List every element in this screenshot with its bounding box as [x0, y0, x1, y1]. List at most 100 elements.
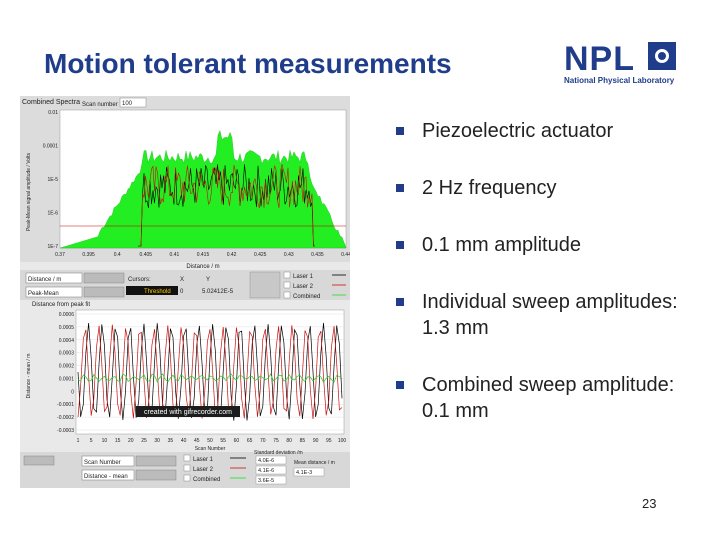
- scan-number-label: Scan number: [82, 102, 118, 108]
- top-chart-ytick: 1E-5: [47, 177, 58, 183]
- top-chart-ytick: 0.01: [48, 110, 58, 116]
- top-chart-xtick: 0.435: [311, 252, 324, 258]
- top-chart-ytick: 1E-7: [47, 244, 58, 250]
- bottom-pan-tools[interactable]: [135, 469, 177, 481]
- bullet-item: 0.1 mm amplitude: [394, 232, 704, 258]
- std-dev-label: Standard deviation /m: [254, 450, 303, 456]
- square-bullet-icon: [396, 298, 404, 306]
- bottom-chart-ytick: 0.0005: [59, 325, 75, 331]
- bottom-chart-xtick: 15: [115, 438, 121, 444]
- bottom-chart-title: Distance from peak fit: [32, 302, 90, 308]
- legend-laser1: Laser 1: [293, 274, 314, 280]
- bullet-item: Combined sweep amplitude: 0.1 mm: [394, 372, 704, 424]
- x-axis-select[interactable]: [25, 272, 83, 284]
- scan-number-value: 100: [122, 101, 133, 107]
- top-chart-yticks: 0.01 0.0001 1E-5 1E-6 1E-7: [43, 110, 59, 250]
- bottom-chart-ytick: 0: [71, 389, 74, 395]
- legend-checkbox[interactable]: [183, 454, 191, 462]
- labview-panel: Combined Spectra Scan number 100 Peak-Me…: [20, 96, 351, 488]
- bottom-chart-ylabel: Distance - mean / m: [26, 354, 32, 399]
- npl-emblem-icon: [648, 42, 676, 70]
- laser2-distance-line: [77, 324, 343, 420]
- bottom-chart-ytick: -0.0003: [57, 428, 74, 434]
- npl-logo: NPL National Physical Laboratory: [556, 38, 680, 88]
- bottom-chart-xtick: 5: [90, 438, 93, 444]
- bottom-chart-xtick: 95: [326, 438, 332, 444]
- legend-checkbox[interactable]: [283, 291, 291, 299]
- bottom-chart-xtick: 35: [168, 438, 174, 444]
- x-axis-select-value: Distance / m: [28, 277, 61, 283]
- pan-tools[interactable]: [83, 286, 125, 298]
- laser1-distance-line: [77, 322, 343, 421]
- top-chart-ylabel: Peak-Mean signal amplitude / Volts: [26, 152, 32, 231]
- std-dev-laser1-field: [255, 455, 287, 465]
- bottom-chart-ytick: 0.0003: [59, 351, 75, 357]
- std-dev-combined: 3.6E-5: [258, 478, 274, 484]
- y-axis-select[interactable]: [25, 286, 83, 298]
- legend-checkbox[interactable]: [183, 464, 191, 472]
- bottom-chart-xtick: 20: [128, 438, 134, 444]
- legend-checkbox[interactable]: [183, 474, 191, 482]
- combined-distance-line: [77, 373, 343, 384]
- bottom-legend-laser2: Laser 2: [193, 467, 214, 473]
- cursors-header-x: X: [180, 277, 184, 283]
- bullet-text: Piezoelectric actuator: [422, 120, 614, 142]
- bottom-chart-xtick: 50: [207, 438, 213, 444]
- mid-legend: Laser 1 Laser 2 Combined: [283, 271, 346, 300]
- bottom-x-select-value: Scan Number: [84, 460, 121, 466]
- bottom-chart-xtick: 40: [181, 438, 187, 444]
- threshold-cursor[interactable]: [126, 286, 178, 295]
- cursors-header-label: Cursors:: [128, 277, 151, 283]
- bottom-chart-xtick: 25: [141, 438, 147, 444]
- square-bullet-icon: [396, 241, 404, 249]
- labview-screenshot: Combined Spectra Scan number 100 Peak-Me…: [20, 96, 351, 488]
- top-chart-xtick: 0.43: [284, 252, 294, 258]
- cursor-move-control[interactable]: [249, 271, 281, 299]
- top-chart-xtick: 0.4: [114, 252, 121, 258]
- square-bullet-icon: [396, 127, 404, 135]
- mean-distance-field: [293, 467, 325, 477]
- graph-tools[interactable]: [23, 455, 55, 466]
- threshold-cursor-label: Threshold: [144, 289, 171, 295]
- bottom-chart-yticks: 0.0006 0.0005 0.0004 0.0003 0.0002 0.0001 0 -0.…: [57, 312, 74, 434]
- bottom-legend-laser1: Laser 1: [193, 457, 214, 463]
- std-dev-laser2: 4.1E-6: [258, 468, 274, 474]
- zoom-tools[interactable]: [83, 272, 125, 284]
- page-number: 23: [642, 496, 657, 511]
- bottom-y-select[interactable]: [81, 469, 135, 481]
- scan-number-field[interactable]: [119, 97, 147, 108]
- bottom-chart-xtick: 55: [220, 438, 226, 444]
- threshold-cursor-y: 5.02412E-5: [202, 289, 234, 295]
- bottom-chart-xtick: 75: [273, 438, 279, 444]
- top-chart-xtick: 0.405: [140, 252, 153, 258]
- cursors-header-y: Y: [206, 277, 210, 283]
- bottom-chart-xtick: 100: [338, 438, 347, 444]
- top-chart-title: Combined Spectra: [22, 99, 80, 106]
- top-chart-xtick: 0.395: [82, 252, 95, 258]
- watermark-text: created with gifrecorder.com: [144, 409, 232, 416]
- bottom-chart-xtick: 30: [154, 438, 160, 444]
- top-chart-xlabel: Distance / m: [186, 264, 219, 270]
- bottom-chart-ytick: 0.0006: [59, 312, 75, 318]
- top-chart-xticks: 0.37 0.395 0.4 0.405 0.41 0.415 0.42 0.425 0.43 0…: [55, 252, 351, 258]
- bullet-text: 0.1 mm amplitude: [422, 234, 581, 256]
- top-chart-xtick: 0.44: [341, 252, 350, 258]
- bottom-legend-combined: Combined: [193, 477, 220, 483]
- bottom-zoom-tools[interactable]: [135, 455, 177, 467]
- legend-checkbox[interactable]: [283, 271, 291, 279]
- square-bullet-icon: [396, 381, 404, 389]
- bottom-chart-xtick: 90: [313, 438, 319, 444]
- logo-subtitle: National Physical Laboratory: [564, 76, 675, 85]
- bottom-legend: Laser 1 Laser 2 Combined: [183, 454, 246, 483]
- bottom-chart-xtick: 60: [234, 438, 240, 444]
- bottom-chart-ytick: -0.0001: [57, 402, 74, 408]
- legend-combined: Combined: [293, 294, 320, 300]
- std-dev-laser1: 4.0E-6: [258, 458, 274, 464]
- y-axis-select-value: Peak-Mean: [28, 291, 59, 297]
- legend-checkbox[interactable]: [283, 281, 291, 289]
- bottom-x-select[interactable]: [81, 455, 135, 467]
- bottom-chart-xtick: 80: [286, 438, 292, 444]
- bottom-chart-xlabel: Scan Number: [195, 446, 226, 452]
- bottom-chart-xtick: 1: [77, 438, 80, 444]
- bottom-y-select-value: Distance - mean: [84, 474, 128, 480]
